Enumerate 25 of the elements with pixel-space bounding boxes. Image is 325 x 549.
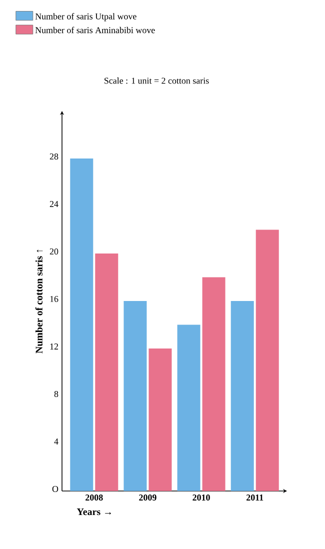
y-tick-label: 24 bbox=[50, 201, 58, 207]
bar bbox=[230, 301, 254, 491]
bar bbox=[70, 158, 94, 491]
y-tick-label: 4 bbox=[54, 438, 58, 444]
x-tick-label: 2008 bbox=[86, 494, 103, 501]
bar bbox=[95, 254, 118, 491]
bar bbox=[177, 324, 200, 491]
y-tick-label: 8 bbox=[54, 390, 58, 398]
bar bbox=[202, 277, 226, 491]
y-tick-label: 28 bbox=[50, 153, 58, 160]
x-axis-title: Years → bbox=[76, 508, 111, 516]
x-tick-label: 2010 bbox=[192, 494, 210, 501]
x-tick-label: 2009 bbox=[139, 494, 156, 501]
legend-label: Number of saris Utpal wove bbox=[35, 13, 136, 22]
bar bbox=[148, 348, 172, 491]
legend-label: Number of saris Aminabibi wove bbox=[35, 26, 155, 34]
bar bbox=[124, 301, 147, 491]
x-tick-label: 2011 bbox=[246, 494, 264, 501]
y-tick-label: 20 bbox=[50, 248, 58, 255]
bar bbox=[256, 230, 279, 491]
y-tick-label: 12 bbox=[50, 344, 58, 350]
y-tick-label: 16 bbox=[50, 296, 58, 302]
text: Scale : 1 unit = 2 cotton saris bbox=[104, 77, 209, 84]
y-axis-title: Number of cotton saris ↑ bbox=[35, 250, 43, 354]
y-tick-label: O bbox=[52, 486, 58, 492]
